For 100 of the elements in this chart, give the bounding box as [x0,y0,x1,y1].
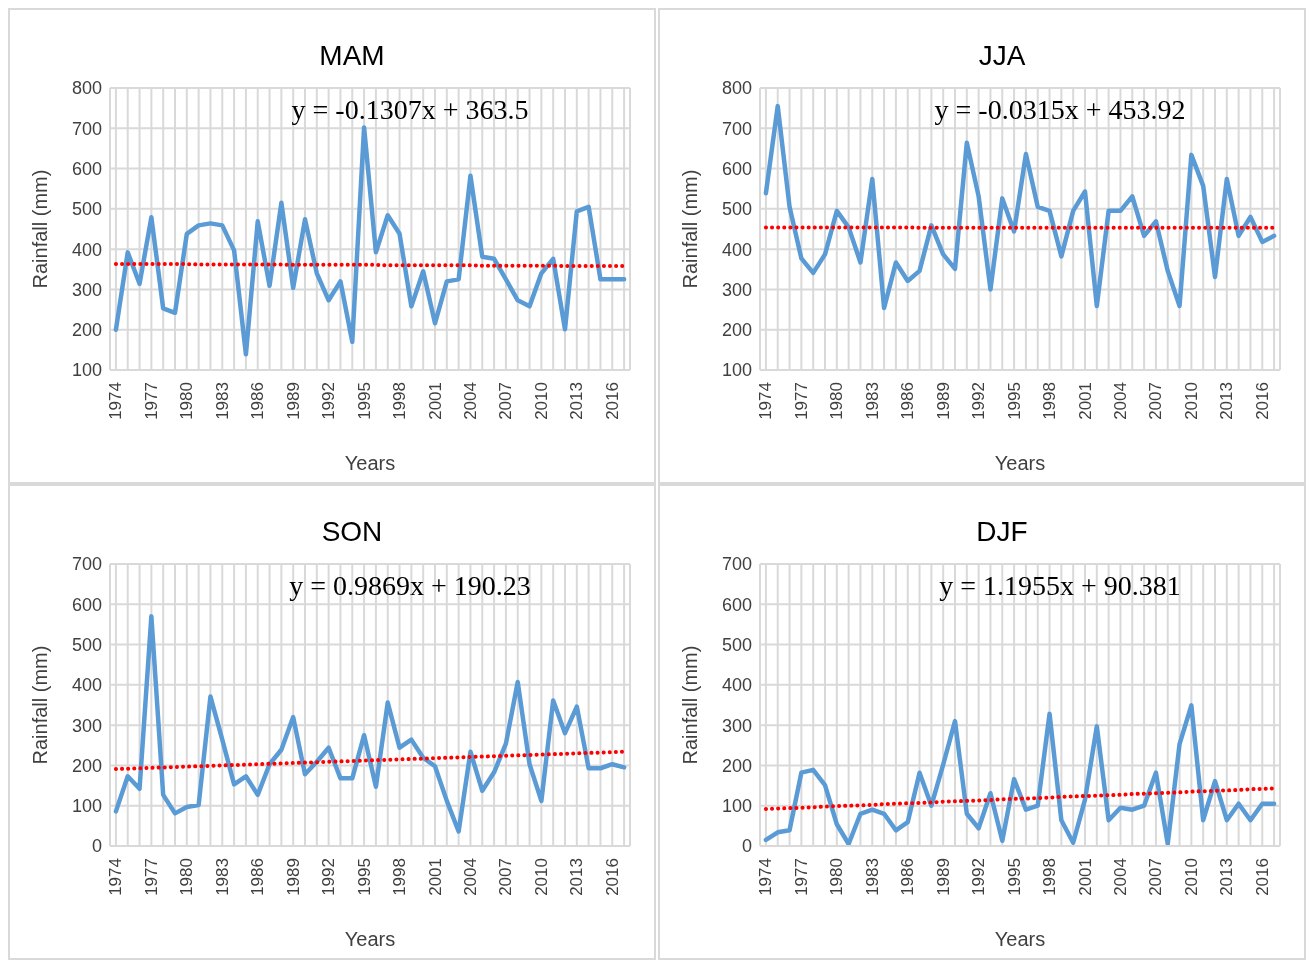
x-tick-label: 2001 [425,858,445,896]
y-axis-title: Rainfall (mm) [679,169,702,289]
line-series [113,614,627,834]
x-tick-label: 2004 [1110,858,1130,896]
y-tick-label: 300 [721,715,752,736]
y-tick-label: 300 [71,715,102,736]
x-tick-label: 1992 [969,858,989,896]
x-tick-label: 2004 [1110,382,1130,420]
chart-title: MAM [318,40,386,73]
x-tick-label: 2016 [1252,382,1272,420]
x-tick-label: 1992 [319,858,339,896]
y-tick-label: 600 [71,158,102,179]
y-tick-label: 0 [741,836,752,857]
x-tick-label: 1995 [1004,858,1024,896]
x-tick-label: 2007 [1146,382,1166,420]
y-tick-label: 400 [71,675,102,696]
x-tick-label: 1974 [756,858,776,896]
x-tick-label: 1980 [827,382,847,420]
y-tick-label: 800 [71,78,102,99]
x-tick-label: 1974 [756,382,776,420]
x-tick-label: 2010 [1181,858,1201,896]
y-tick-label: 500 [71,634,102,655]
y-tick-label: 700 [71,554,102,575]
y-tick-label: 700 [721,118,752,139]
x-tick-label: 2010 [531,382,551,420]
line-series [763,786,1277,811]
y-tick-label: 0 [91,836,102,857]
x-tick-label: 1989 [933,382,953,420]
y-tick-label: 600 [721,594,752,615]
y-tick-label: 400 [71,239,102,260]
x-tick-label: 1977 [141,858,161,896]
x-tick-label: 2010 [1181,382,1201,420]
y-tick-label: 200 [71,755,102,776]
x-tick-label: 1977 [141,382,161,420]
y-tick-label: 100 [721,360,752,381]
line-series [763,703,1277,846]
x-tick-label: 1992 [319,382,339,420]
x-tick-label: 1983 [862,858,882,896]
x-tick-label: 1980 [177,382,197,420]
y-tick-label: 400 [721,239,752,260]
annotation: y = -0.0315x + 453.92 [933,94,1187,126]
x-tick-label: 1986 [248,858,268,896]
y-tick-label: 700 [71,118,102,139]
x-tick-label: 2004 [460,858,480,896]
x-tick-label: 2007 [496,858,516,896]
line-series [113,125,627,357]
x-tick-label: 2007 [496,382,516,420]
y-tick-label: 200 [721,320,752,341]
x-tick-label: 1998 [390,858,410,896]
x-tick-label: 2004 [460,382,480,420]
x-tick-label: 1986 [248,382,268,420]
y-tick-label: 600 [721,158,752,179]
x-tick-label: 1983 [862,382,882,420]
x-tick-label: 1998 [390,382,410,420]
x-tick-label: 1974 [106,382,126,420]
x-tick-label: 2013 [567,858,587,896]
x-tick-label: 2016 [602,382,622,420]
y-tick-label: 500 [721,634,752,655]
y-tick-label: 100 [71,360,102,381]
x-axis-title: Years [994,928,1046,950]
x-tick-label: 1989 [933,858,953,896]
x-axis-title: Years [344,452,396,474]
x-axis-title: Years [344,928,396,950]
y-tick-label: 800 [721,78,752,99]
y-tick-label: 300 [71,279,102,300]
y-tick-label: 400 [721,675,752,696]
x-tick-label: 1983 [212,858,232,896]
x-tick-label: 1998 [1040,382,1060,420]
annotation: y = 1.1955x + 90.381 [938,570,1182,602]
x-tick-label: 2013 [1217,382,1237,420]
x-tick-label: 1995 [1004,382,1024,420]
y-tick-label: 300 [721,279,752,300]
x-tick-label: 2013 [1217,858,1237,896]
y-tick-label: 200 [71,320,102,341]
x-tick-label: 1977 [791,858,811,896]
x-tick-label: 1989 [283,858,303,896]
chart-title: JJA [977,40,1027,73]
x-tick-label: 1989 [283,382,303,420]
x-axis-title: Years [994,452,1046,474]
x-tick-label: 2001 [425,382,445,420]
x-tick-label: 1995 [354,858,374,896]
y-tick-label: 600 [71,594,102,615]
x-tick-label: 2013 [567,382,587,420]
chart-title: SON [320,516,384,549]
y-tick-label: 500 [721,199,752,220]
x-tick-label: 2010 [531,858,551,896]
x-tick-label: 1986 [898,382,918,420]
x-tick-label: 1986 [898,858,918,896]
annotation: y = -0.1307x + 363.5 [290,94,530,126]
x-tick-label: 1995 [354,382,374,420]
x-tick-label: 2007 [1146,858,1166,896]
x-tick-label: 2016 [1252,858,1272,896]
y-axis-title: Rainfall (mm) [679,645,702,765]
line-series [113,749,627,772]
x-tick-label: 2001 [1075,382,1095,420]
x-tick-label: 1974 [106,858,126,896]
y-tick-label: 200 [721,755,752,776]
annotation: y = 0.9869x + 190.23 [288,570,532,602]
y-tick-label: 700 [721,554,752,575]
x-tick-label: 1980 [177,858,197,896]
